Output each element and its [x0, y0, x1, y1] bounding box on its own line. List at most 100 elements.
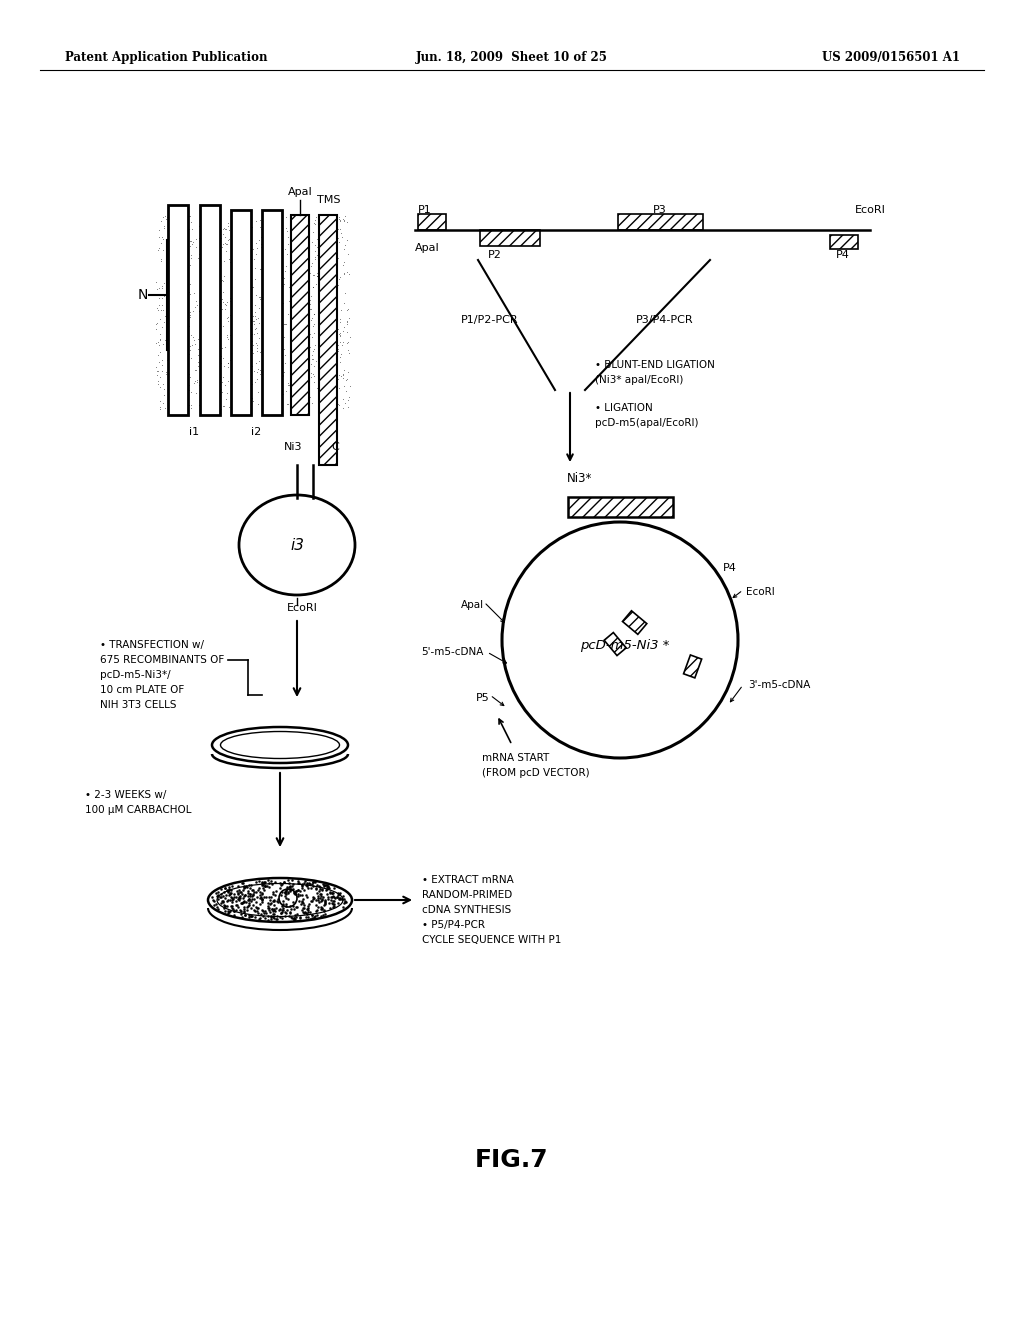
Point [316, 330, 333, 351]
Point [265, 347, 282, 368]
Point [247, 257, 263, 279]
Point [148, 360, 165, 381]
Point [186, 330, 203, 351]
Point [330, 341, 346, 362]
Point [305, 314, 322, 335]
Point [260, 301, 276, 322]
Point [294, 379, 310, 400]
Point [161, 247, 177, 268]
Point [283, 321, 299, 342]
Point [256, 358, 272, 379]
Point [339, 261, 355, 282]
Point [162, 322, 178, 343]
Point [181, 343, 198, 364]
Point [330, 368, 346, 389]
Point [154, 355, 170, 376]
Text: cDNA SYNTHESIS: cDNA SYNTHESIS [422, 906, 511, 915]
Point [334, 334, 350, 355]
Bar [830, 235, 858, 249]
Point [308, 207, 325, 228]
Point [151, 277, 167, 298]
Point [341, 376, 357, 397]
Point [329, 356, 345, 378]
Bar [623, 611, 647, 635]
Point [295, 292, 311, 313]
Point [270, 293, 287, 314]
Point [152, 376, 168, 397]
Point [183, 397, 200, 418]
Point [260, 341, 276, 362]
Point [284, 337, 300, 358]
Point [266, 281, 283, 302]
Point [217, 219, 233, 240]
Point [194, 319, 210, 341]
Point [295, 325, 311, 346]
Point [332, 331, 348, 352]
Point [177, 252, 194, 273]
Point [297, 246, 313, 267]
Point [191, 395, 208, 416]
Point [154, 315, 170, 337]
Point [240, 226, 256, 247]
Point [156, 284, 172, 305]
Point [197, 375, 213, 396]
Point [198, 288, 214, 309]
Point [271, 368, 288, 389]
Point [339, 389, 355, 411]
Point [288, 255, 304, 276]
Point [157, 330, 173, 351]
Point [239, 216, 255, 238]
Point [245, 277, 261, 298]
Point [335, 397, 351, 418]
Point [315, 376, 332, 397]
Point [167, 319, 183, 341]
Point [272, 244, 289, 265]
Point [263, 220, 280, 242]
Point [228, 362, 245, 383]
Point [170, 222, 186, 243]
Point [293, 288, 309, 309]
Point [182, 255, 199, 276]
Point [172, 253, 188, 275]
Point [234, 333, 251, 354]
Point [200, 385, 216, 407]
Point [335, 364, 351, 385]
Point [195, 213, 211, 234]
Point [340, 339, 356, 360]
Point [170, 249, 186, 271]
Point [298, 224, 314, 246]
Point [160, 220, 176, 242]
Point [194, 387, 210, 408]
Point [151, 220, 167, 242]
Point [153, 396, 169, 417]
Point [157, 306, 173, 327]
Point [276, 338, 293, 359]
Point [280, 375, 296, 396]
Point [161, 249, 177, 271]
Text: P4: P4 [836, 249, 850, 260]
Point [154, 294, 170, 315]
Point [180, 380, 197, 401]
Point [222, 305, 239, 326]
Point [246, 248, 262, 269]
Point [322, 253, 338, 275]
Point [316, 362, 333, 383]
Point [291, 352, 307, 374]
Point [260, 346, 276, 367]
Point [301, 211, 317, 232]
Point [250, 381, 266, 403]
Text: Ni3: Ni3 [284, 442, 302, 451]
Point [244, 356, 260, 378]
Point [150, 371, 166, 392]
Point [308, 273, 325, 294]
Point [227, 397, 244, 418]
Point [281, 393, 297, 414]
Point [325, 330, 341, 351]
Point [261, 210, 278, 231]
Point [297, 325, 313, 346]
Point [248, 352, 264, 374]
Point [292, 370, 308, 391]
Point [316, 272, 333, 293]
Point [295, 323, 311, 345]
Point [321, 267, 337, 288]
